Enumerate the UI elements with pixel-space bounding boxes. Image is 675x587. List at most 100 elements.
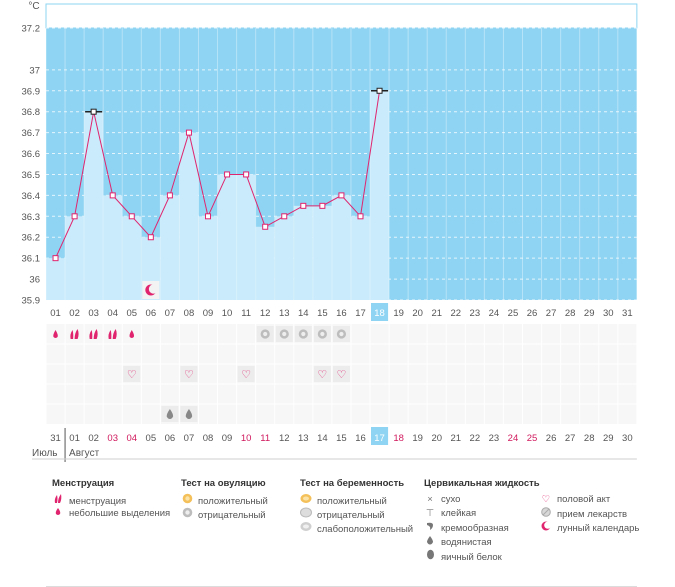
legend-pregnancy: Тест на беременность положительный отриц… — [300, 478, 413, 535]
day-label: 12 — [260, 308, 271, 319]
date-label: 17 — [374, 433, 385, 444]
heart-cell — [332, 366, 350, 382]
date-label: 13 — [298, 433, 309, 444]
day-label: 17 — [355, 308, 366, 319]
legend-item: ♡ половой акт — [540, 493, 639, 507]
heart-icon: ♡ — [336, 369, 346, 381]
y-tick-label: 36.8 — [22, 107, 41, 118]
date-label: 07 — [184, 433, 195, 444]
date-label: 04 — [126, 433, 137, 444]
temperature-line — [55, 90, 381, 259]
legend-other: ♡ половой акт прием лекарств лунный кален… — [540, 493, 639, 535]
ovulation-negative-icon — [181, 507, 193, 523]
ovulation-positive-icon — [181, 493, 193, 509]
temperature-point — [128, 213, 135, 220]
temperature-point — [319, 202, 326, 209]
legend-menstruation: Менструация менструация небольшие выделе… — [52, 478, 170, 521]
legend-item: яичный белок — [424, 549, 540, 563]
day-label: 29 — [584, 308, 595, 319]
day-label: 02 — [69, 308, 80, 319]
date-label: 16 — [355, 433, 366, 444]
date-label: 25 — [527, 433, 538, 444]
legend-ovulation-title: Тест на овуляцию — [181, 478, 266, 489]
legend-item: прием лекарств — [540, 507, 639, 521]
temperature-bar — [122, 216, 142, 300]
spotting-icon — [129, 330, 135, 338]
menstruation-icon — [93, 329, 98, 339]
date-label: 26 — [546, 433, 557, 444]
day-label: 24 — [489, 308, 500, 319]
legend-label: кремообразная — [441, 523, 509, 534]
ovulation-negative-icon-inner — [320, 331, 325, 337]
day-label: 07 — [165, 308, 176, 319]
legend-label: половой акт — [557, 494, 611, 505]
date-label: 21 — [451, 433, 462, 444]
pill-icon — [540, 507, 552, 522]
temperature-bar — [179, 132, 199, 300]
day-label: 05 — [126, 308, 137, 319]
y-tick-label: 36.5 — [22, 170, 41, 181]
temperature-point — [243, 171, 250, 178]
temperature-point — [147, 234, 154, 241]
month-label: Июль — [32, 448, 58, 459]
day-label: 27 — [546, 308, 557, 319]
day-label: 26 — [527, 308, 538, 319]
legend-fluid: Цервикальная жидкость × сухо ⊤ клейкая кре… — [424, 478, 540, 563]
legend-item: слабоположительный — [300, 521, 413, 535]
legend-ovulation: Тест на овуляцию положительный отрицател… — [181, 478, 268, 521]
y-tick-label: 36 — [29, 275, 40, 286]
ovulation-negative-icon-inner — [339, 331, 344, 337]
legend-label: яичный белок — [441, 552, 502, 563]
temperature-bar — [217, 174, 237, 300]
date-label: 29 — [603, 433, 614, 444]
date-label: 20 — [431, 433, 442, 444]
legend-label: менструация — [69, 496, 127, 507]
day-label: 19 — [393, 308, 404, 319]
temperature-point — [71, 213, 78, 220]
y-tick-label: 37.2 — [22, 24, 41, 35]
y-tick-label: 37 — [29, 65, 40, 76]
legend-item: кремообразная — [424, 521, 540, 535]
temperature-bar — [103, 195, 123, 300]
date-label: 12 — [279, 433, 290, 444]
day-label: 28 — [565, 308, 576, 319]
date-label: 08 — [203, 433, 214, 444]
legend-label: слабоположительный — [317, 524, 414, 535]
ovulation-negative-icon-inner — [263, 331, 268, 337]
temperature-point — [52, 255, 59, 262]
date-label: 28 — [584, 433, 595, 444]
day-label: 06 — [146, 308, 157, 319]
temperature-bar — [198, 216, 218, 300]
y-tick-label: 35.9 — [22, 296, 41, 307]
legend-fluid-title: Цервикальная жидкость — [424, 478, 540, 489]
date-label: 22 — [470, 433, 481, 444]
day-label: 20 — [412, 308, 423, 319]
date-label: 05 — [146, 433, 157, 444]
legend-menstruation-title: Менструация — [52, 478, 115, 489]
today-date-cell — [371, 427, 389, 445]
temperature-bar — [331, 195, 351, 300]
heart-cell — [123, 366, 141, 382]
plot-top-band — [45, 3, 638, 29]
temperature-point — [90, 108, 97, 115]
day-label: 25 — [508, 308, 519, 319]
heart-icon: ♡ — [184, 369, 194, 381]
temperature-point — [300, 202, 307, 209]
day-label: 03 — [88, 308, 99, 319]
legend-label: лунный календарь — [557, 523, 640, 534]
temperature-bar — [236, 174, 256, 300]
y-tick-label: 36.1 — [22, 254, 41, 265]
legend-label: положительный — [198, 496, 268, 507]
legend-label: отрицательный — [317, 510, 385, 521]
heart-icon: ♡ — [541, 494, 551, 505]
date-label: 01 — [69, 433, 80, 444]
temperature-point — [262, 223, 269, 230]
temperature-bar — [274, 216, 294, 300]
legend-item: отрицательный — [300, 507, 413, 521]
y-tick-label: 36.2 — [22, 233, 41, 244]
y-unit-label: °C — [28, 1, 39, 12]
y-tick-label: 36.4 — [22, 191, 41, 202]
date-label: 23 — [489, 433, 500, 444]
legend-label: прием лекарств — [557, 509, 628, 520]
heart-icon: ♡ — [127, 369, 137, 381]
